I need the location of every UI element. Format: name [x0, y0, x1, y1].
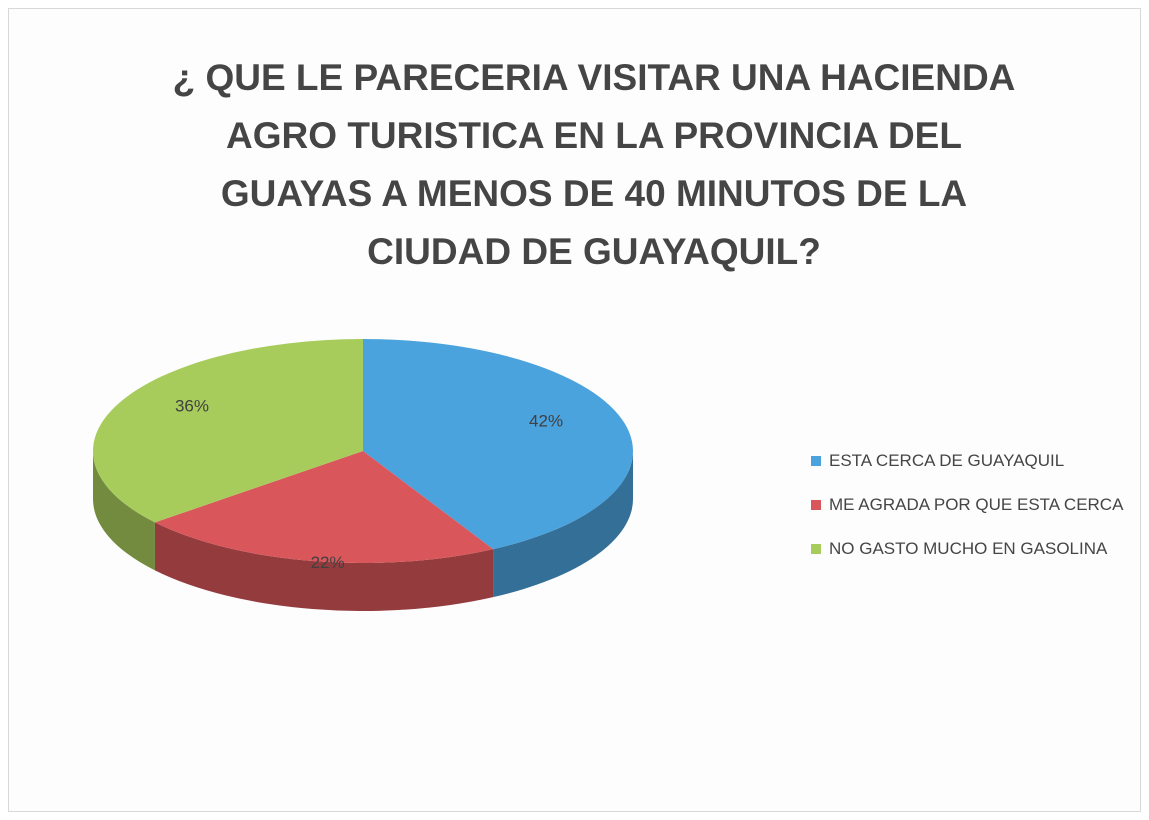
slice-side — [154, 522, 494, 611]
data-label: 22% — [311, 553, 345, 572]
slice-side — [493, 451, 633, 598]
legend-swatch — [811, 544, 821, 554]
slice — [363, 339, 634, 550]
chart-title: ¿ QUE LE PARECERIA VISITAR UNA HACIENDA … — [172, 57, 1016, 272]
data-label: 42% — [529, 412, 563, 431]
legend-swatch — [811, 456, 821, 466]
legend-item: ESTA CERCA DE GUAYAQUIL — [807, 449, 1137, 473]
legend-label: NO GASTO MUCHO EN GASOLINA — [829, 539, 1108, 558]
legend-item: ME AGRADA POR QUE ESTA CERCA — [807, 493, 1137, 517]
legend-label: ME AGRADA POR QUE ESTA CERCA — [829, 495, 1124, 514]
slice — [92, 339, 363, 523]
legend-item: NO GASTO MUCHO EN GASOLINA — [807, 537, 1137, 561]
data-label: 36% — [175, 397, 209, 416]
chart-frame: ¿ QUE LE PARECERIA VISITAR UNA HACIENDA … — [8, 8, 1141, 812]
slice-side — [93, 451, 155, 571]
slice — [154, 451, 494, 563]
pie-area: 42% 22% 36% — [92, 339, 634, 611]
legend: ESTA CERCA DE GUAYAQUIL ME AGRADA POR QUE… — [807, 449, 1137, 581]
legend-swatch — [811, 500, 821, 510]
legend-label: ESTA CERCA DE GUAYAQUIL — [829, 451, 1065, 470]
